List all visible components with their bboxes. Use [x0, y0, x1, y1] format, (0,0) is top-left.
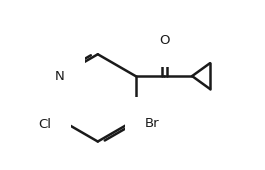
Text: O: O: [159, 34, 170, 47]
Text: N: N: [55, 70, 65, 83]
Text: Cl: Cl: [39, 118, 52, 131]
Text: Br: Br: [145, 117, 160, 130]
